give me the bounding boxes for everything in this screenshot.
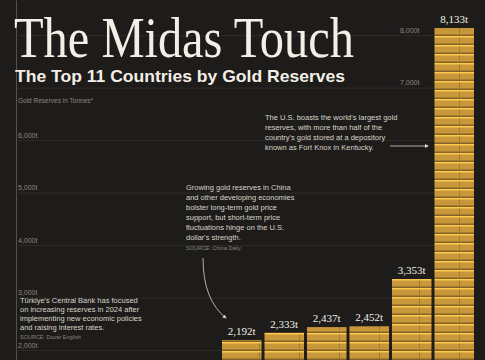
title: The Midas Touch bbox=[14, 5, 354, 70]
y-axis-title: Gold Reserves in Tonnes* bbox=[18, 97, 94, 104]
y-tick: 4,000t bbox=[16, 237, 474, 246]
annotation-source: SOURCE: Duvar English bbox=[20, 334, 81, 340]
grid-line bbox=[16, 245, 474, 246]
y-tick-label: 7,000t bbox=[400, 79, 420, 86]
background bbox=[0, 0, 485, 360]
y-tick-label: 5,000t bbox=[18, 184, 38, 191]
annotation-text: The U.S. boasts the world's largest gold bbox=[265, 113, 397, 122]
data-label: 3,353t bbox=[398, 264, 426, 276]
data-label: 2,437t bbox=[313, 312, 341, 324]
grid-line bbox=[16, 140, 474, 141]
annotation: Growing gold reserves in Chinaand other … bbox=[186, 183, 295, 318]
annotation-text: dollar's strength. bbox=[186, 233, 241, 242]
annotation-text: and other developing economies bbox=[186, 193, 295, 202]
annotation-arrow bbox=[390, 146, 428, 147]
bar bbox=[392, 279, 432, 360]
annotation: The U.S. boasts the world's largest gold… bbox=[265, 113, 428, 152]
chart-svg: 2,000t 3,000t 4,000t 5,000t 6,000t 7,000t 8,00… bbox=[0, 0, 485, 360]
y-tick-label: 8,000t bbox=[400, 27, 420, 34]
annotation-text: Growing gold reserves in China bbox=[186, 183, 291, 192]
data-label: 2,452t bbox=[355, 311, 383, 323]
annotation-text: implementing new economic policies bbox=[20, 314, 142, 323]
data-label: 8,133t bbox=[440, 13, 468, 25]
annotation-arrow bbox=[203, 258, 226, 318]
grid-line bbox=[16, 88, 474, 89]
y-tick-label: 6,000t bbox=[18, 132, 38, 139]
data-label: 2,333t bbox=[270, 318, 298, 330]
annotation-text: fluctuations hinge on the U.S. bbox=[186, 223, 284, 232]
data-label: 2,192t bbox=[228, 325, 256, 337]
y-tick-label: 4,000t bbox=[18, 237, 38, 244]
annotation-text: on increasing reserves in 2024 after bbox=[20, 305, 140, 314]
annotation-text: country's gold stored at a depository bbox=[265, 133, 385, 142]
annotation-text: Türkiye's Central Bank has focused bbox=[20, 296, 138, 305]
annotation-text: known as Fort Knox in Kentucky. bbox=[265, 143, 374, 152]
annotation-source: SOURCE: China Daily bbox=[186, 245, 241, 251]
annotation-text: reserves, with more than half of the bbox=[265, 123, 382, 132]
subtitle: The Top 11 Countries by Gold Reserves bbox=[15, 67, 345, 86]
y-tick-label: 2,000t bbox=[18, 342, 38, 349]
annotation-text: and raising interest rates. bbox=[20, 323, 104, 332]
annotation: Türkiye's Central Bank has focusedon inc… bbox=[20, 296, 142, 340]
y-tick-label: 3,000t bbox=[18, 289, 38, 296]
bar bbox=[264, 333, 304, 360]
bar bbox=[222, 340, 262, 360]
bar bbox=[434, 28, 474, 360]
annotation-text: support, but short-term price bbox=[186, 213, 280, 222]
bar bbox=[349, 326, 389, 360]
bar bbox=[307, 327, 347, 360]
y-tick: 6,000t bbox=[16, 132, 474, 141]
annotation-text: bolster long-term gold price bbox=[186, 203, 277, 212]
chart-container: 2,000t 3,000t 4,000t 5,000t 6,000t 7,000t 8,00… bbox=[0, 0, 485, 360]
